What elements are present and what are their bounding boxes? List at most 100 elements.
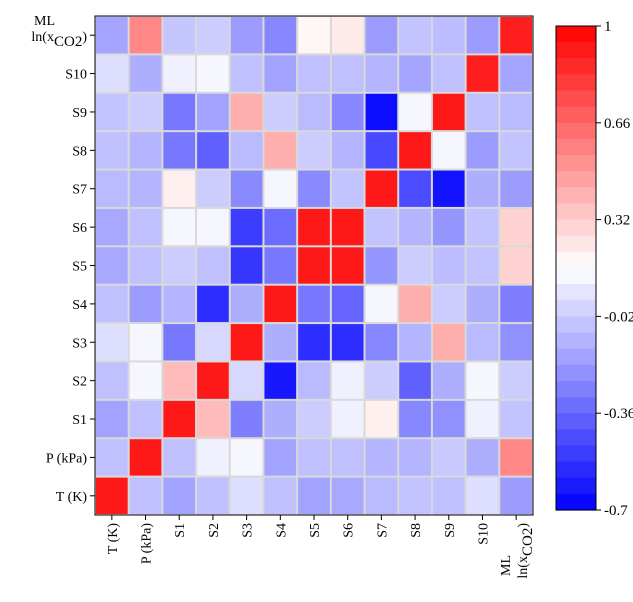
colorbar-segment — [556, 316, 596, 334]
heatmap-cell — [432, 17, 465, 54]
heatmap-cell — [264, 55, 297, 92]
heatmap-cell — [432, 132, 465, 169]
heatmap-cell — [331, 285, 364, 323]
heatmap-cell — [163, 17, 196, 54]
heatmap-cell — [399, 170, 431, 207]
colorbar-segment — [556, 332, 596, 350]
heatmap-cell — [230, 55, 263, 92]
heatmap-cell — [163, 285, 196, 323]
heatmap-cell — [230, 439, 263, 476]
heatmap-cell — [230, 400, 263, 438]
heatmap-cell — [432, 93, 465, 131]
heatmap-cell — [96, 477, 128, 514]
x-tick-label: S9 — [443, 523, 458, 538]
heatmap-cell — [96, 208, 128, 246]
colorbar-segment — [556, 122, 596, 140]
y-tick-label: S10 — [65, 68, 87, 83]
colorbar-segment — [556, 413, 596, 430]
heatmap-cell — [264, 170, 297, 207]
heatmap-cell — [230, 17, 263, 54]
heatmap-cell — [264, 477, 297, 514]
colorbar-segment — [556, 251, 596, 269]
heatmap-cell — [331, 17, 364, 54]
heatmap-cell — [264, 132, 297, 169]
heatmap-cell — [331, 247, 364, 284]
heatmap-cell — [298, 170, 330, 207]
heatmap-cell — [365, 55, 398, 92]
heatmap-cell — [399, 208, 431, 246]
heatmap-cell — [466, 208, 499, 246]
heatmap-cell — [331, 400, 364, 438]
heatmap-cell — [96, 17, 128, 54]
heatmap-cell — [96, 132, 128, 169]
heatmap-cell — [163, 477, 196, 514]
heatmap-cell — [129, 400, 162, 438]
heatmap-cell — [432, 55, 465, 92]
heatmap-cell — [298, 132, 330, 169]
x-tick-label: P (kPa) — [140, 523, 155, 564]
heatmap-cell — [500, 400, 532, 438]
colorbar-segment — [556, 429, 596, 447]
colorbar-segment — [556, 42, 596, 59]
heatmap-cell — [432, 400, 465, 438]
colorbar-segment — [556, 493, 596, 511]
heatmap-cell — [365, 477, 398, 514]
heatmap-cell — [298, 362, 330, 399]
heatmap-cell — [399, 285, 431, 323]
colorbar-tick-label: -0.7 — [604, 503, 628, 519]
heatmap-cell — [466, 324, 499, 361]
heatmap-cell — [399, 247, 431, 284]
colorbar-segment — [556, 90, 596, 108]
heatmap-cell — [466, 362, 499, 399]
y-tick-label: S6 — [72, 221, 87, 236]
heatmap-cell — [129, 170, 162, 207]
heatmap-cell — [331, 208, 364, 246]
heatmap-cell — [129, 285, 162, 323]
heatmap-cell — [230, 324, 263, 361]
heatmap-cell — [230, 247, 263, 284]
y-tick-label: S5 — [72, 260, 87, 275]
heatmap-cell — [365, 324, 398, 361]
plot-area — [94, 15, 534, 516]
heatmap-cell — [197, 132, 229, 169]
heatmap-cell — [197, 55, 229, 92]
colorbar-segment — [556, 155, 596, 172]
heatmap-cell — [500, 362, 532, 399]
heatmap-cell — [298, 324, 330, 361]
heatmap-cell — [264, 400, 297, 438]
heatmap-cell — [365, 170, 398, 207]
heatmap-cell — [230, 170, 263, 207]
heatmap-cell — [298, 17, 330, 54]
heatmap-cell — [197, 324, 229, 361]
colorbar-tick-label: -0.36 — [604, 406, 633, 422]
colorbar-segment — [556, 203, 596, 221]
heatmap-cell — [500, 247, 532, 284]
y-tick-label: S4 — [72, 298, 87, 313]
heatmap-cell — [466, 439, 499, 476]
heatmap-cell — [466, 400, 499, 438]
colorbar-segment — [556, 380, 596, 398]
heatmap-cell — [264, 439, 297, 476]
y-tick-label: S2 — [72, 375, 87, 390]
colorbar-segment — [556, 58, 596, 75]
heatmap-cell — [500, 55, 532, 92]
heatmap-cell — [197, 439, 229, 476]
colorbar-segment — [556, 187, 596, 205]
heatmap-cell — [163, 400, 196, 438]
heatmap-cell — [163, 55, 196, 92]
heatmap-cell — [399, 400, 431, 438]
colorbar-segment — [556, 138, 596, 156]
heatmap-cell — [331, 362, 364, 399]
heatmap-cell — [365, 208, 398, 246]
heatmap-cell — [230, 477, 263, 514]
heatmap-cell — [197, 247, 229, 284]
colorbar-segment — [556, 74, 596, 92]
colorbar-segment — [556, 348, 596, 366]
heatmap-cell — [399, 439, 431, 476]
heatmap-cell — [129, 55, 162, 92]
colorbar-segment — [556, 284, 596, 301]
heatmap-cell — [129, 439, 162, 476]
x-tick-label-ml: ML — [499, 555, 514, 576]
